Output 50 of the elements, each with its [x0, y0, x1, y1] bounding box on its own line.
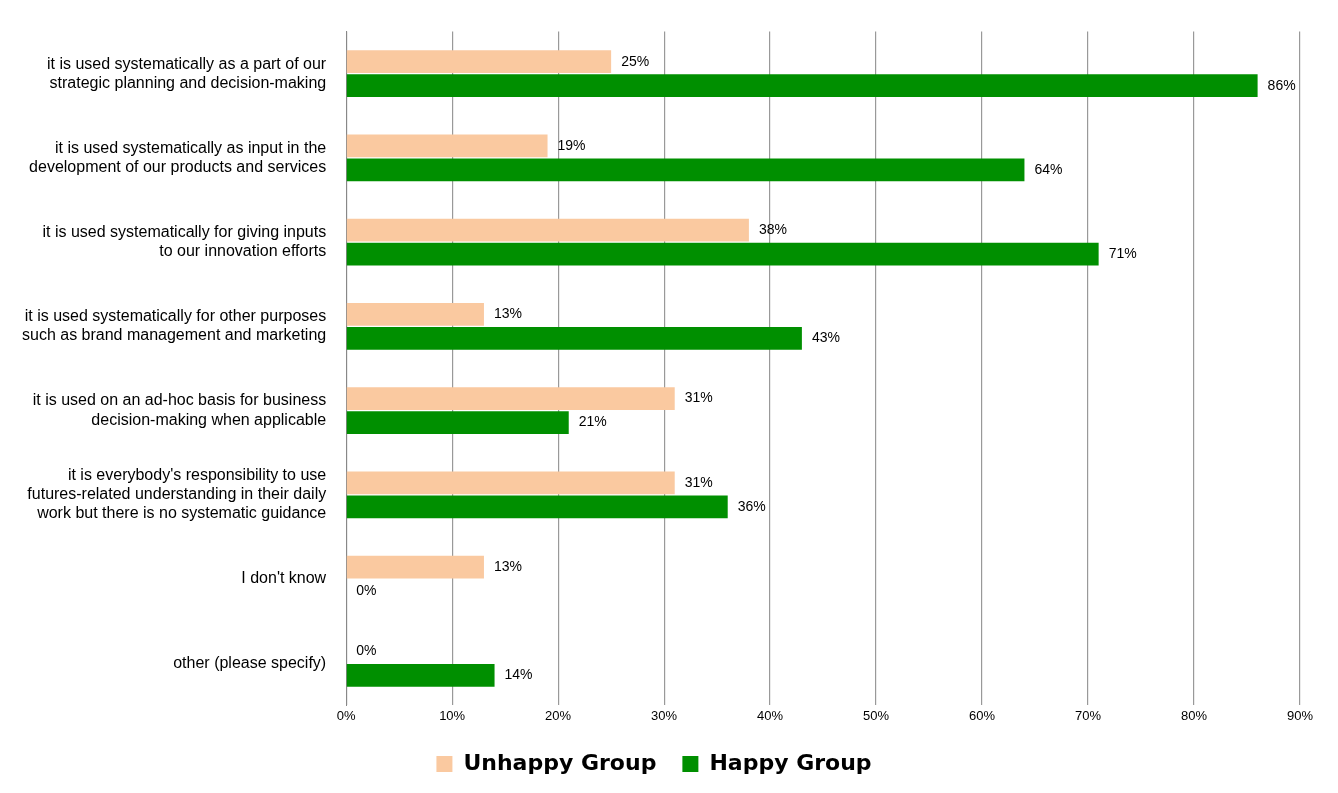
data-label: 25% [621, 52, 650, 69]
y-tick-label: it is used on an ad-hoc basis for business decision-making when applicable [32, 391, 327, 428]
y-tick-label: it is used systematically as a part of our strategic planning and decision-making [46, 54, 327, 91]
legend-label: Unhappy Group [463, 749, 657, 775]
x-tick-label: 90% [1286, 707, 1314, 723]
bar [346, 326, 802, 350]
legend-label: Happy Group [709, 749, 872, 775]
bar [346, 242, 1099, 266]
data-label: 0% [356, 581, 377, 598]
x-tick-label: 10% [439, 707, 466, 723]
data-label: 43% [811, 329, 840, 346]
y-tick-label: other (please specify) [173, 653, 327, 671]
data-label: 0% [356, 642, 377, 659]
bar [346, 218, 749, 242]
data-label: 86% [1267, 76, 1296, 93]
bar [346, 302, 484, 326]
y-tick-label: it is used systematically for other purposes such as brand management and marketing [21, 307, 327, 344]
x-tick-label: 40% [757, 707, 784, 723]
x-tick-label: 70% [1075, 707, 1102, 723]
bar [346, 74, 1258, 98]
data-label: 14% [504, 666, 533, 683]
bar [346, 555, 484, 579]
data-label: 36% [737, 497, 766, 514]
bar [346, 387, 675, 411]
y-tick-label: it is used systematically for giving inputs to our innovation efforts [42, 222, 327, 260]
data-label: 13% [493, 557, 522, 574]
data-label: 19% [557, 136, 586, 153]
x-tick-label: 80% [1181, 707, 1208, 723]
y-tick-label: it is used systematically as input in the development of our products and services [29, 138, 327, 175]
data-label: 71% [1108, 245, 1137, 262]
x-tick-label: 30% [651, 707, 678, 723]
bar [346, 471, 675, 495]
x-tick-label: 60% [969, 707, 996, 723]
x-tick-label: 50% [863, 707, 890, 723]
bar [346, 134, 548, 158]
data-label: 38% [758, 221, 787, 238]
y-tick-label: it is everybody's responsibility to use futures-related understanding in their daily work but there is no systematic guidance [27, 466, 327, 522]
x-tick-label: 0% [336, 707, 357, 723]
data-label: 31% [684, 473, 713, 490]
data-label: 31% [684, 389, 713, 406]
data-label: 64% [1034, 160, 1063, 177]
data-label: 13% [493, 305, 522, 322]
bar [346, 50, 612, 74]
data-label: 21% [578, 413, 607, 430]
bar [346, 158, 1025, 182]
bar [346, 663, 495, 687]
x-tick-label: 20% [545, 707, 572, 723]
bar [346, 495, 728, 519]
y-tick-label: I don't know [241, 569, 327, 587]
bar [346, 411, 569, 435]
